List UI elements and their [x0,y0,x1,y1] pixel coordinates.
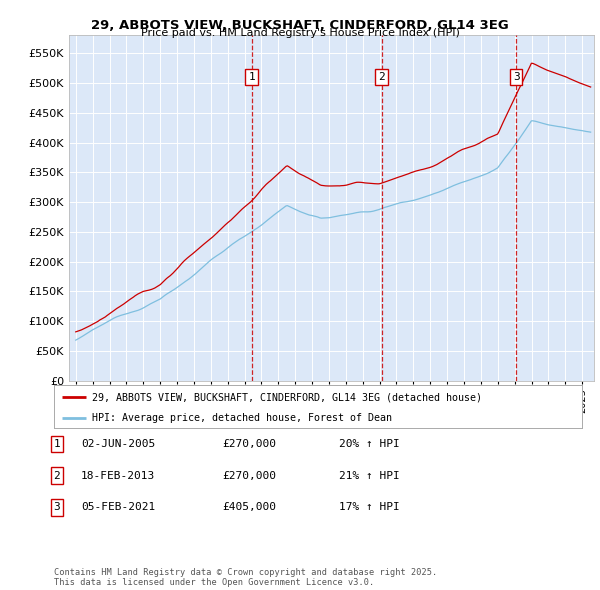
Text: 05-FEB-2021: 05-FEB-2021 [81,503,155,512]
Text: 29, ABBOTS VIEW, BUCKSHAFT, CINDERFORD, GL14 3EG (detached house): 29, ABBOTS VIEW, BUCKSHAFT, CINDERFORD, … [92,392,482,402]
Text: 1: 1 [248,72,255,82]
Text: 21% ↑ HPI: 21% ↑ HPI [339,471,400,480]
Text: 3: 3 [53,503,61,512]
Text: Price paid vs. HM Land Registry's House Price Index (HPI): Price paid vs. HM Land Registry's House … [140,28,460,38]
Text: 29, ABBOTS VIEW, BUCKSHAFT, CINDERFORD, GL14 3EG: 29, ABBOTS VIEW, BUCKSHAFT, CINDERFORD, … [91,19,509,32]
Text: 2: 2 [53,471,61,480]
Text: 02-JUN-2005: 02-JUN-2005 [81,439,155,448]
Text: Contains HM Land Registry data © Crown copyright and database right 2025.
This d: Contains HM Land Registry data © Crown c… [54,568,437,587]
Text: 17% ↑ HPI: 17% ↑ HPI [339,503,400,512]
Text: 2: 2 [378,72,385,82]
Text: £405,000: £405,000 [222,503,276,512]
Text: HPI: Average price, detached house, Forest of Dean: HPI: Average price, detached house, Fore… [92,414,392,424]
Text: 18-FEB-2013: 18-FEB-2013 [81,471,155,480]
Text: £270,000: £270,000 [222,439,276,448]
Text: £270,000: £270,000 [222,471,276,480]
Text: 1: 1 [53,439,61,448]
Text: 20% ↑ HPI: 20% ↑ HPI [339,439,400,448]
Text: 3: 3 [513,72,520,82]
